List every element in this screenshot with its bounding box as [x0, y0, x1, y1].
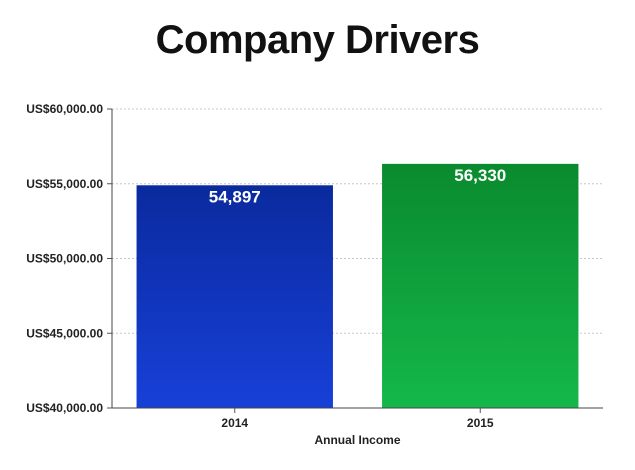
axes [107, 108, 603, 413]
bar-2015 [382, 163, 579, 408]
y-tick-label: US$50,000.00 [26, 252, 103, 266]
bars [136, 163, 579, 408]
labels: US$40,000.00 US$45,000.00 US$50,000.00 US$5… [26, 102, 506, 447]
x-tick-label: 2014 [221, 416, 248, 430]
data-label-2015: 56,330 [454, 166, 506, 185]
x-axis-title: Annual Income [314, 433, 400, 447]
bar-2014 [136, 185, 333, 408]
data-label-2014: 54,897 [209, 187, 261, 206]
chart-title: Company Drivers [155, 18, 480, 62]
y-tick-label: US$60,000.00 [26, 102, 103, 116]
x-tick-label: 2015 [467, 416, 494, 430]
y-tick-label: US$45,000.00 [26, 326, 103, 340]
y-tick-label: US$55,000.00 [26, 177, 103, 191]
y-tick-label: US$40,000.00 [26, 401, 103, 415]
